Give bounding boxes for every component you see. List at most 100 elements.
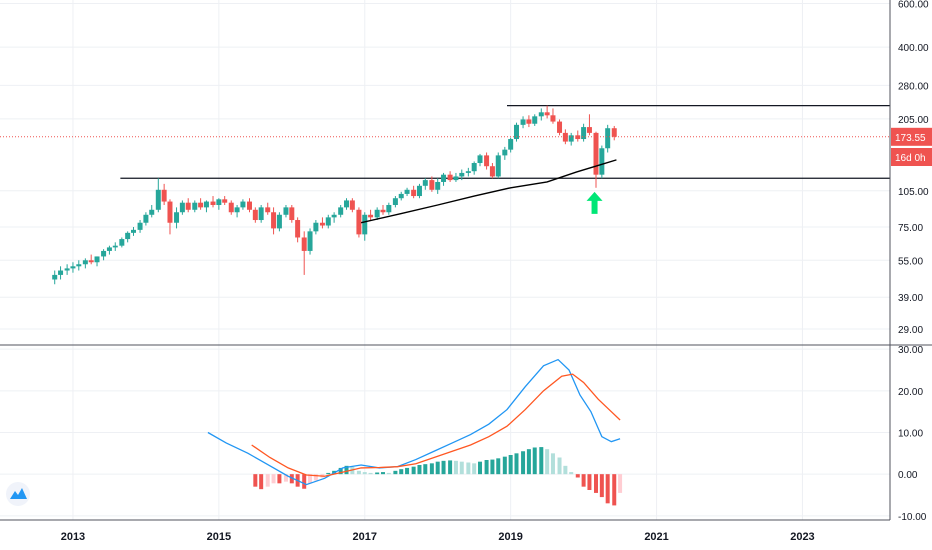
price-tick-label: 600.00	[898, 0, 929, 11]
macd-histogram-bar	[484, 460, 489, 475]
candle-body	[581, 127, 587, 140]
candle-body	[477, 155, 483, 164]
candle-body	[112, 245, 118, 248]
candle-body	[465, 171, 471, 173]
candle-body	[119, 239, 125, 246]
macd-histogram-bar	[453, 460, 458, 475]
price-tick-label: 55.00	[898, 256, 923, 267]
green-up-arrow	[586, 191, 603, 214]
candle-body	[295, 220, 301, 238]
candle-body	[489, 166, 495, 177]
candle-body	[276, 214, 282, 229]
moving-average-line	[360, 159, 617, 224]
time-axis-labels[interactable]: 2013 2015 2017 2019 2021 2023	[61, 531, 815, 543]
macd-axis-labels[interactable]: 30.00 20.00 10.00 0.00 -10.00	[898, 345, 927, 523]
candle-body	[453, 176, 459, 181]
candle-body	[258, 207, 264, 221]
candle-body	[404, 189, 410, 194]
candle-body	[88, 260, 94, 263]
candle-body	[374, 209, 380, 218]
macd-histogram-bar	[344, 465, 349, 475]
candle-body	[502, 149, 508, 156]
candle-body	[344, 200, 350, 208]
logo-mountain-icon	[10, 488, 27, 499]
candle-body	[513, 124, 519, 140]
last-price-label: 173.55	[895, 133, 926, 144]
price-tick-label: 205.00	[898, 115, 929, 126]
macd-tick-label: 0.00	[898, 470, 918, 481]
moving-average-path	[360, 159, 617, 224]
price-axis-labels[interactable]: 600.00 400.00 280.00 205.00 105.00 75.00 55.00…	[898, 0, 929, 336]
candle-body	[411, 189, 417, 197]
macd-histogram-bar	[417, 465, 422, 475]
candle-body	[386, 205, 392, 213]
candle-body	[325, 217, 331, 226]
macd-histogram-bar	[441, 460, 446, 475]
candle-body	[64, 268, 70, 271]
macd-histogram-bar	[289, 474, 294, 484]
macd-histogram-bar	[587, 474, 592, 490]
candle-body	[216, 199, 222, 206]
macd-histogram-bar	[429, 463, 434, 475]
candle-body	[538, 112, 544, 117]
macd-histogram-bar	[423, 464, 428, 475]
candle-body	[125, 232, 131, 240]
time-tick-label: 2013	[61, 531, 85, 543]
macd-histogram-bar	[356, 470, 361, 475]
candle-body	[210, 201, 216, 206]
candle-body	[252, 209, 258, 221]
macd-histogram-bar	[563, 465, 568, 475]
macd-histogram-bar	[393, 470, 398, 475]
macd-tick-label: 30.00	[898, 345, 923, 356]
macd-histogram-bar	[521, 451, 526, 475]
macd-histogram-bar	[283, 474, 288, 482]
macd-histogram-bar	[472, 463, 477, 475]
up-arrow-annotation	[586, 191, 603, 214]
macd-histogram-bar	[253, 474, 258, 487]
time-tick-label: 2021	[644, 531, 668, 543]
candle-body	[349, 200, 355, 210]
macd-histogram-bar	[526, 449, 531, 475]
candle-body	[301, 237, 307, 251]
candle-body	[82, 260, 88, 265]
candle-body	[240, 201, 246, 208]
tradingview-logo[interactable]	[6, 482, 30, 506]
candle-body	[435, 181, 441, 190]
macd-histogram-bar	[313, 474, 318, 481]
macd-histogram-bar	[259, 474, 264, 490]
macd-histogram-bar	[448, 460, 453, 475]
candle-body	[70, 266, 76, 269]
macd-histogram-bar	[277, 474, 282, 484]
macd-histogram-bar	[380, 472, 385, 475]
candle-body	[203, 201, 209, 208]
candle-body	[192, 202, 198, 210]
macd-histogram-bar	[569, 472, 574, 475]
candle-body	[532, 116, 538, 124]
candle-body	[76, 264, 82, 267]
time-tick-label: 2017	[353, 531, 377, 543]
macd-tick-label: 10.00	[898, 429, 923, 440]
macd-histogram-bar	[508, 455, 513, 475]
macd-histogram-bar	[399, 469, 404, 475]
candle-body	[495, 155, 501, 177]
candle-body	[611, 128, 617, 137]
candle-body	[313, 222, 319, 232]
candle-body	[605, 128, 611, 149]
candle-body	[557, 121, 563, 133]
price-badges: 173.55 16d 0h	[891, 127, 932, 166]
price-tick-label: 75.00	[898, 223, 923, 234]
candle-body	[416, 185, 422, 197]
time-tick-label: 2015	[207, 531, 231, 543]
candlestick-series	[52, 105, 617, 285]
macd-histogram-bar	[350, 467, 355, 475]
candle-body	[550, 115, 556, 122]
candle-body	[52, 274, 58, 280]
macd-histogram-bar	[466, 462, 471, 475]
candle-body	[338, 207, 344, 215]
price-tick-label: 105.00	[898, 187, 929, 198]
macd-tick-label: 20.00	[898, 387, 923, 398]
macd-histogram-bar	[612, 474, 617, 506]
candle-body	[185, 202, 191, 210]
